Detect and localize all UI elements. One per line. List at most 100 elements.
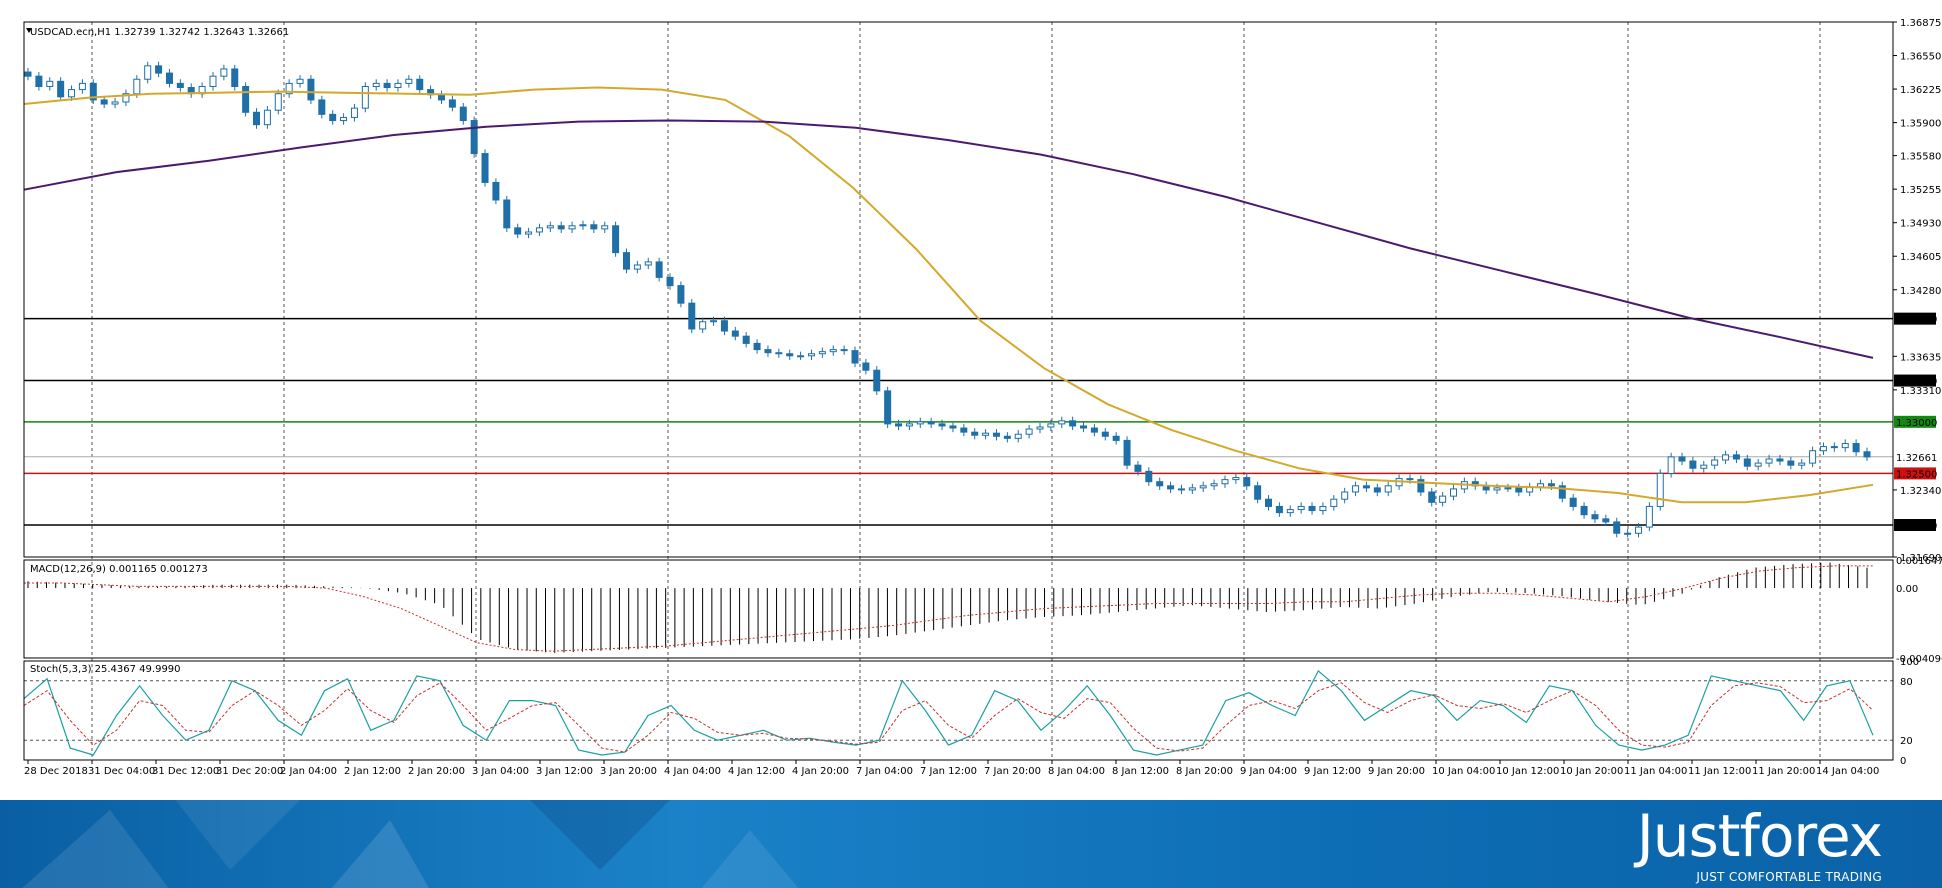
- candle-body: [764, 349, 772, 354]
- dropdown-arrow-icon[interactable]: [26, 28, 32, 33]
- candle-body: [1634, 526, 1642, 534]
- stochastic-layer: [23, 669, 1893, 756]
- x-tick-label: 11 Jan 20:00: [1752, 766, 1815, 777]
- candle-body: [263, 109, 271, 126]
- candle-body: [111, 101, 119, 105]
- candle-body: [100, 99, 108, 105]
- candle-body: [884, 390, 892, 425]
- candle-body: [372, 82, 380, 87]
- price-y-tick-label: 1.36875: [1900, 18, 1941, 29]
- level-badge: [1894, 467, 1936, 480]
- candle-body: [1537, 483, 1545, 488]
- candle-body: [829, 349, 837, 353]
- candle-body: [1156, 481, 1164, 487]
- candle-body: [1656, 472, 1664, 507]
- x-tick-label: 8 Jan 20:00: [1176, 766, 1233, 777]
- candle-body: [971, 431, 979, 436]
- candle-body: [982, 432, 990, 436]
- x-tick-label: 8 Jan 12:00: [1112, 766, 1169, 777]
- x-tick-label: 8 Jan 04:00: [1048, 766, 1105, 777]
- panel-frames: [23, 21, 1894, 761]
- candle-body: [1047, 423, 1055, 428]
- candle-body: [1003, 435, 1011, 439]
- candle-body: [873, 369, 881, 392]
- price-y-tick-label: 1.34280: [1900, 286, 1941, 297]
- candle-body: [731, 330, 739, 337]
- candle-body: [155, 65, 163, 74]
- candle-body: [307, 78, 315, 101]
- candle-body: [89, 82, 97, 101]
- candle-body: [285, 82, 293, 95]
- decor-shape: [330, 820, 430, 888]
- candle-body: [1515, 487, 1523, 493]
- candle-body: [459, 106, 467, 122]
- level-label: 1.32000: [1896, 521, 1937, 532]
- candle-body: [1700, 464, 1708, 469]
- candle-body: [633, 264, 641, 270]
- macd-y-tick-label: 0.00: [1896, 584, 1918, 595]
- x-tick-label: 11 Jan 04:00: [1624, 766, 1687, 777]
- price-y-tick-label: 1.36225: [1900, 85, 1941, 96]
- candle-body: [688, 302, 696, 330]
- price-y-tick-label: 1.34930: [1900, 219, 1941, 230]
- level-label: 1.32500: [1896, 469, 1937, 480]
- candle-body: [775, 352, 783, 355]
- candle-body: [666, 276, 674, 287]
- x-tick-label: 10 Jan 04:00: [1432, 766, 1495, 777]
- x-tick-label: 7 Jan 12:00: [920, 766, 977, 777]
- candle-body: [1090, 427, 1098, 433]
- level-label: 1.33400: [1896, 377, 1937, 388]
- candle-body: [242, 85, 250, 113]
- candle-body: [1787, 460, 1795, 466]
- candle-body: [1765, 458, 1773, 464]
- candle-body: [1798, 462, 1806, 466]
- candle-body: [1722, 454, 1730, 461]
- candle-body: [46, 80, 54, 87]
- candle-body: [1591, 514, 1599, 520]
- x-tick-label: 7 Jan 04:00: [856, 766, 913, 777]
- chart-area: 1.34000 1.33400 1.33000 1.32661 1.32500 1.320…: [23, 18, 1942, 777]
- candle-body: [1123, 439, 1131, 466]
- candle-body: [1145, 470, 1153, 483]
- candle-body: [1841, 442, 1849, 449]
- candle-body: [699, 321, 707, 330]
- candle-body: [601, 225, 609, 230]
- price-y-tick-label: 1.31690: [1900, 553, 1941, 564]
- axes-layer: 1.36875 1.36550 1.36225 1.35900 1.35580 1.352…: [24, 18, 1942, 777]
- horizontal-levels-layer: 1.34000 1.33400 1.33000 1.32661 1.32500 1.320…: [24, 312, 1937, 532]
- candle-body: [1645, 505, 1653, 528]
- candle-body: [1080, 425, 1088, 429]
- candle-body: [1036, 426, 1044, 430]
- level-badge: [1894, 450, 1936, 463]
- candle-body: [568, 225, 576, 230]
- price-y-tick-label: 1.35580: [1900, 152, 1941, 163]
- candle-body: [405, 78, 413, 84]
- level-badge: [1894, 519, 1936, 532]
- candle-body: [383, 82, 391, 89]
- decor-shape: [520, 800, 680, 870]
- candle-body: [1058, 420, 1066, 425]
- candle-body: [1863, 451, 1871, 458]
- stoch-y-tick-label: 80: [1900, 677, 1913, 688]
- x-tick-label: 14 Jan 04:00: [1816, 766, 1879, 777]
- moving-average-long-line: [23, 119, 1874, 359]
- candle-body: [1101, 431, 1109, 437]
- candle-body: [340, 116, 348, 122]
- candle-body: [503, 199, 511, 229]
- candle-body: [35, 75, 43, 87]
- macd-header: MACD(12,26,9) 0.001165 0.001273: [30, 564, 208, 575]
- candle-body: [1210, 483, 1218, 487]
- candle-body: [1830, 446, 1838, 449]
- level-badge: [1894, 312, 1936, 325]
- price-panel-frame: [23, 21, 1894, 558]
- x-tick-label: 3 Jan 20:00: [600, 766, 657, 777]
- candle-body: [1852, 442, 1860, 453]
- candle-body: [949, 425, 957, 429]
- candle-body: [622, 252, 630, 270]
- candle-body: [514, 227, 522, 235]
- candle-body: [361, 85, 369, 109]
- candle-body: [677, 285, 685, 304]
- x-tick-label: 3 Jan 04:00: [472, 766, 529, 777]
- candle-body: [753, 342, 761, 351]
- candle-body: [1754, 462, 1762, 467]
